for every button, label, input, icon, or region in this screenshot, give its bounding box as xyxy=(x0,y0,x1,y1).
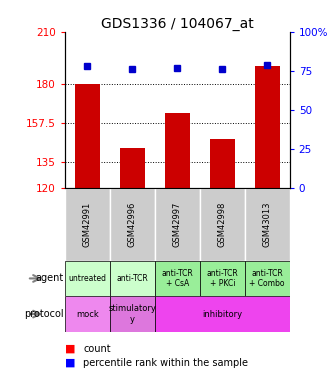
Text: untreated: untreated xyxy=(68,274,107,283)
Text: anti-TCR
+ Combo: anti-TCR + Combo xyxy=(249,269,285,288)
Bar xyxy=(110,188,155,261)
Bar xyxy=(200,188,245,261)
Bar xyxy=(245,261,290,296)
Title: GDS1336 / 104067_at: GDS1336 / 104067_at xyxy=(101,17,254,31)
Bar xyxy=(65,296,110,332)
Text: count: count xyxy=(83,344,111,354)
Bar xyxy=(110,261,155,296)
Text: ■: ■ xyxy=(65,344,76,354)
Text: GSM42991: GSM42991 xyxy=(83,201,92,247)
Text: percentile rank within the sample: percentile rank within the sample xyxy=(83,358,248,368)
Text: ■: ■ xyxy=(65,358,76,368)
Bar xyxy=(200,261,245,296)
Bar xyxy=(110,296,155,332)
Bar xyxy=(245,188,290,261)
Text: protocol: protocol xyxy=(24,309,63,319)
Text: GSM42997: GSM42997 xyxy=(173,201,182,247)
Text: inhibitory: inhibitory xyxy=(202,310,242,318)
Text: anti-TCR: anti-TCR xyxy=(117,274,148,283)
Bar xyxy=(65,188,110,261)
Bar xyxy=(155,296,290,332)
Text: GSM42998: GSM42998 xyxy=(218,201,227,247)
Text: mock: mock xyxy=(76,310,99,318)
Bar xyxy=(155,261,200,296)
Bar xyxy=(75,84,100,188)
Text: anti-TCR
+ CsA: anti-TCR + CsA xyxy=(162,269,193,288)
Text: agent: agent xyxy=(35,273,63,284)
Bar xyxy=(65,261,110,296)
Text: anti-TCR
+ PKCi: anti-TCR + PKCi xyxy=(206,269,238,288)
Bar xyxy=(255,66,280,188)
Bar xyxy=(120,148,145,188)
Text: GSM43013: GSM43013 xyxy=(263,201,272,247)
Bar xyxy=(210,139,235,188)
Bar xyxy=(155,188,200,261)
Text: stimulatory
y: stimulatory y xyxy=(109,304,156,324)
Text: GSM42996: GSM42996 xyxy=(128,201,137,247)
Bar xyxy=(165,113,190,188)
